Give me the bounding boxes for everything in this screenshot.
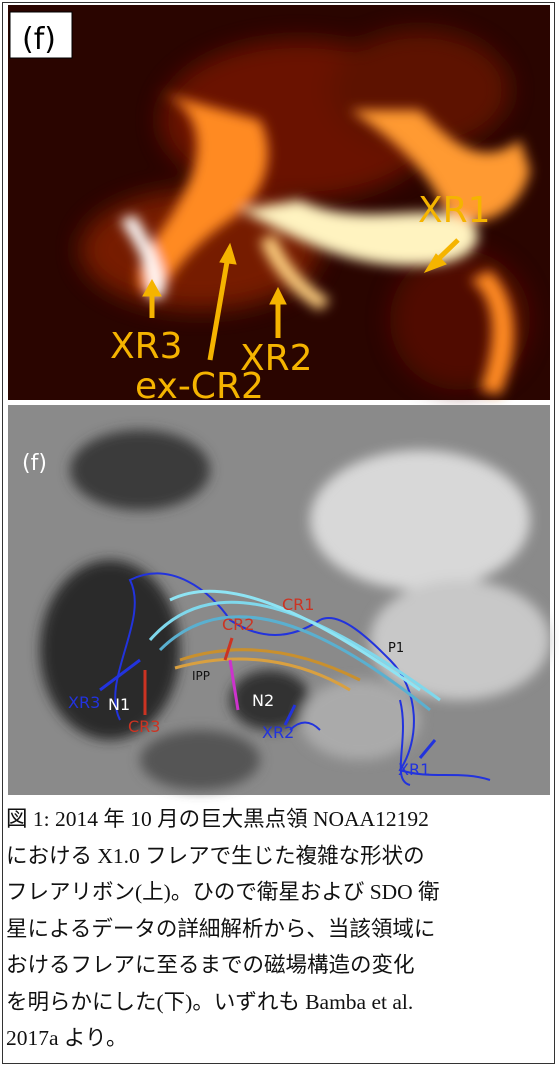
page: {"figure": { "top_panel": {"panel_label"… xyxy=(0,0,559,1068)
panel-label: (f) xyxy=(22,22,56,57)
panel-label: (f) xyxy=(22,451,47,476)
caption-line: 2017a より。 xyxy=(6,1021,128,1052)
caption-line: フレアリボン(上)。ひので衛星および SDO 衛 xyxy=(6,875,440,906)
label: P1 xyxy=(388,641,404,656)
label: XR1 xyxy=(398,760,430,779)
figure-images: (f) XR1 XR3 ex-CR2 XR2 xyxy=(0,0,559,1068)
label: XR1 xyxy=(418,190,491,231)
label: CR2 xyxy=(222,615,254,634)
label: XR2 xyxy=(240,338,313,379)
label: IPP xyxy=(192,669,210,683)
caption-line: における X1.0 フレアで生じた複雑な形状の xyxy=(6,839,425,870)
label: XR2 xyxy=(262,723,294,742)
label: N1 xyxy=(108,695,130,714)
caption-line: を明らかにした(下)。いずれも Bamba et al. xyxy=(6,985,413,1016)
top-image: (f) XR1 XR3 ex-CR2 XR2 xyxy=(8,5,550,407)
label: CR3 xyxy=(128,717,160,736)
label: XR3 xyxy=(68,693,100,712)
label: XR3 xyxy=(110,326,183,367)
label: N2 xyxy=(252,691,274,710)
bottom-image: (f) CR2 CR1 P1 IPP N1 N2 XR3 CR3 XR2 XR1 xyxy=(8,405,550,795)
caption-line: 星によるデータの詳細解析から、当該領域に xyxy=(6,912,435,943)
caption-line: おけるフレアに至るまでの磁場構造の変化 xyxy=(6,948,415,979)
caption-line: 図 1: 2014 年 10 月の巨大黒点領 NOAA12192 xyxy=(6,802,429,833)
label: CR1 xyxy=(282,595,314,614)
